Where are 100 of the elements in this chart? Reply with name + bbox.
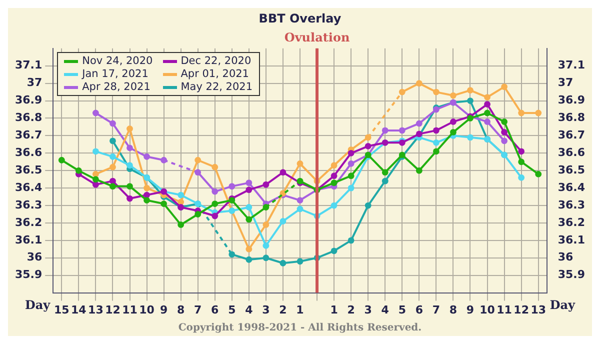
point bbox=[450, 118, 456, 125]
x-tick-label: 10 bbox=[480, 303, 496, 316]
point bbox=[262, 242, 270, 249]
point bbox=[126, 144, 133, 152]
y-tick-label: 36.9 bbox=[15, 94, 42, 107]
x-tick-label: 1 bbox=[296, 303, 304, 316]
point bbox=[382, 169, 388, 176]
x-tick-label: 9 bbox=[160, 303, 168, 316]
x-tick-label: 9 bbox=[466, 303, 474, 316]
legend-label: Apr 28, 2021 bbox=[82, 81, 150, 94]
x-tick-label: 2 bbox=[279, 303, 287, 316]
point bbox=[535, 170, 542, 178]
x-tick-label: 12 bbox=[105, 303, 120, 316]
point bbox=[348, 237, 354, 244]
point bbox=[228, 183, 236, 190]
point bbox=[398, 88, 406, 96]
point bbox=[246, 216, 252, 223]
y-tick-label: 35.9 bbox=[15, 268, 42, 282]
point bbox=[330, 162, 338, 169]
y-tick-label: 36.1 bbox=[15, 233, 42, 246]
x-tick-label: 11 bbox=[496, 303, 512, 316]
point bbox=[144, 184, 150, 192]
point bbox=[467, 98, 474, 104]
point bbox=[518, 158, 525, 166]
point bbox=[92, 176, 99, 183]
point bbox=[262, 181, 270, 188]
point bbox=[126, 195, 133, 202]
y2-tick-label: 36.7 bbox=[558, 128, 585, 142]
point bbox=[348, 172, 354, 180]
point bbox=[194, 156, 202, 164]
point bbox=[92, 181, 99, 188]
x-tick-label: 7 bbox=[432, 303, 440, 316]
x-tick-label: 6 bbox=[415, 303, 424, 316]
point bbox=[296, 206, 304, 212]
point bbox=[484, 94, 490, 100]
y2-tick-label: 37 bbox=[558, 76, 574, 90]
point bbox=[348, 160, 354, 167]
point bbox=[246, 256, 252, 263]
point bbox=[382, 127, 388, 134]
x-tick-label: 4 bbox=[245, 303, 254, 316]
point bbox=[194, 169, 202, 176]
x-tick-label: 10 bbox=[139, 303, 155, 316]
point bbox=[110, 164, 116, 170]
point bbox=[110, 120, 116, 127]
ref-line-label: Ovulation bbox=[284, 30, 350, 45]
point bbox=[178, 192, 184, 198]
point bbox=[228, 251, 236, 258]
point bbox=[212, 200, 218, 207]
point bbox=[484, 118, 490, 125]
point bbox=[262, 222, 270, 228]
point bbox=[433, 148, 440, 155]
point bbox=[382, 178, 388, 184]
point bbox=[364, 134, 372, 141]
point bbox=[450, 128, 456, 136]
point bbox=[58, 156, 65, 164]
point bbox=[246, 180, 252, 186]
y2-tick-label: 37.1 bbox=[558, 58, 585, 72]
y2-tick-label: 36.2 bbox=[558, 216, 585, 229]
y2-tick-label: 36.1 bbox=[558, 233, 585, 246]
x-tick-label: 5 bbox=[398, 303, 406, 316]
point bbox=[110, 153, 116, 160]
y-tick-label: 36.7 bbox=[15, 128, 42, 142]
point bbox=[296, 160, 304, 167]
point bbox=[110, 138, 116, 144]
point bbox=[280, 218, 286, 224]
point bbox=[246, 204, 252, 210]
point bbox=[212, 164, 218, 170]
point bbox=[433, 139, 440, 146]
y-tick-label: 36.5 bbox=[15, 163, 42, 176]
x-tick-label: 8 bbox=[449, 303, 458, 316]
point bbox=[484, 110, 490, 116]
point bbox=[518, 174, 525, 181]
x-tick-label: 13 bbox=[530, 303, 546, 316]
y-tick-label: 36.4 bbox=[15, 180, 42, 194]
point bbox=[194, 211, 202, 218]
point bbox=[518, 110, 525, 116]
x-tick-label: 15 bbox=[54, 303, 70, 316]
y2-tick-label: 36.9 bbox=[558, 94, 585, 107]
text: Day bbox=[24, 298, 50, 312]
y2-tick-label: 36.4 bbox=[558, 180, 586, 194]
text: Copyright 1998-2021 - All Rights Reserved. bbox=[178, 322, 422, 334]
point bbox=[501, 84, 508, 90]
point bbox=[126, 183, 133, 190]
x-tick-label: 14 bbox=[71, 303, 87, 316]
legend-label: Apr 01, 2021 bbox=[180, 68, 249, 80]
legend-label: Dec 22, 2020 bbox=[180, 55, 252, 68]
point bbox=[518, 148, 525, 155]
point bbox=[296, 258, 304, 265]
y-tick-label: 37 bbox=[26, 76, 42, 90]
point bbox=[75, 167, 82, 174]
x-tick-label: 11 bbox=[122, 303, 138, 316]
point bbox=[467, 87, 474, 94]
point bbox=[330, 180, 338, 186]
y-tick-label: 36.8 bbox=[15, 111, 42, 124]
point bbox=[501, 118, 508, 125]
x-tick-label: 8 bbox=[177, 303, 185, 316]
y2-tick-label: 35.9 bbox=[558, 268, 585, 282]
point bbox=[144, 197, 150, 204]
legend-label: Jan 17, 2021 bbox=[82, 68, 148, 80]
point bbox=[501, 128, 508, 136]
